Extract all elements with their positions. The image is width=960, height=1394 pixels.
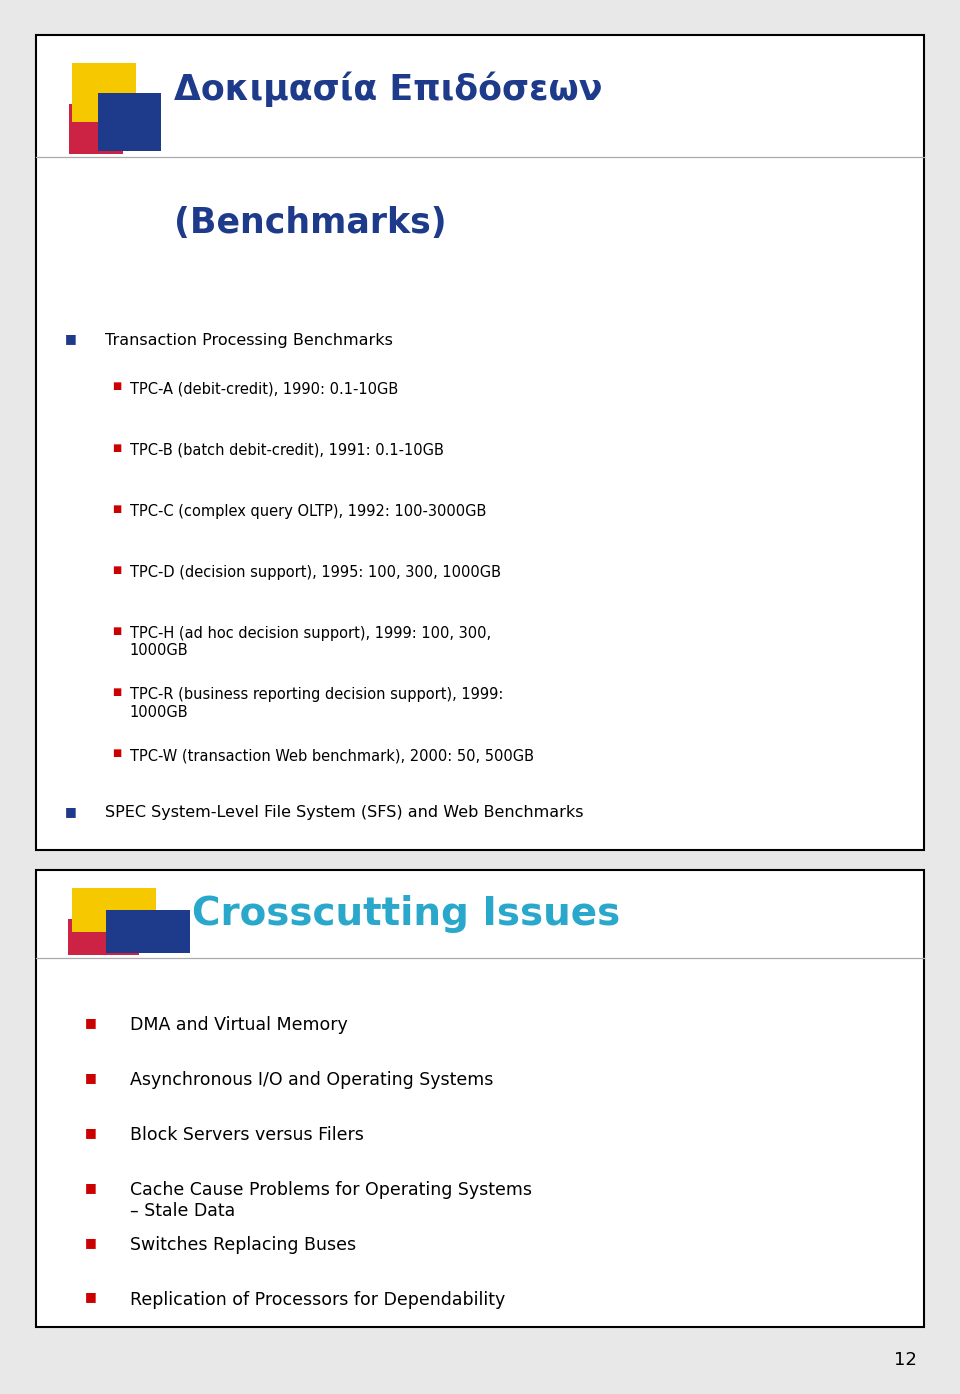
Text: SPEC System-Level File System (SFS) and Web Benchmarks: SPEC System-Level File System (SFS) and … xyxy=(105,806,584,821)
Text: ■: ■ xyxy=(85,1126,97,1139)
Text: Asynchronous I/O and Operating Systems: Asynchronous I/O and Operating Systems xyxy=(130,1071,493,1089)
Bar xyxy=(98,93,161,152)
Text: 12: 12 xyxy=(894,1351,917,1369)
Text: Replication of Processors for Dependability: Replication of Processors for Dependabil… xyxy=(130,1291,505,1309)
Text: ■: ■ xyxy=(85,1235,97,1249)
Bar xyxy=(68,919,139,955)
Text: Cache Cause Problems for Operating Systems
– Stale Data: Cache Cause Problems for Operating Syste… xyxy=(130,1181,532,1220)
Text: TPC-A (debit-credit), 1990: 0.1-10GB: TPC-A (debit-credit), 1990: 0.1-10GB xyxy=(130,382,397,396)
Text: ■: ■ xyxy=(112,565,121,574)
Text: Transaction Processing Benchmarks: Transaction Processing Benchmarks xyxy=(105,333,393,347)
Text: ■: ■ xyxy=(112,443,121,453)
Text: (Benchmarks): (Benchmarks) xyxy=(174,206,446,240)
Text: Δοκιμασία Επιδόσεων: Δοκιμασία Επιδόσεων xyxy=(174,71,603,107)
Text: TPC-C (complex query OLTP), 1992: 100-3000GB: TPC-C (complex query OLTP), 1992: 100-30… xyxy=(130,503,486,519)
Text: ■: ■ xyxy=(85,1291,97,1303)
Text: Block Servers versus Filers: Block Servers versus Filers xyxy=(130,1126,364,1144)
Text: TPC-R (business reporting decision support), 1999:
1000GB: TPC-R (business reporting decision suppo… xyxy=(130,687,503,719)
Text: ■: ■ xyxy=(85,1071,97,1085)
Bar xyxy=(106,910,190,953)
Text: TPC-B (batch debit-credit), 1991: 0.1-10GB: TPC-B (batch debit-credit), 1991: 0.1-10… xyxy=(130,443,444,457)
Text: ■: ■ xyxy=(85,1016,97,1029)
Text: DMA and Virtual Memory: DMA and Virtual Memory xyxy=(130,1016,348,1034)
Text: ■: ■ xyxy=(65,333,77,346)
Text: ■: ■ xyxy=(65,806,77,818)
Text: ■: ■ xyxy=(112,626,121,636)
Text: ■: ■ xyxy=(112,749,121,758)
Bar xyxy=(72,63,135,123)
Bar xyxy=(72,888,156,931)
Text: ■: ■ xyxy=(112,503,121,514)
Text: ■: ■ xyxy=(112,382,121,392)
Text: TPC-W (transaction Web benchmark), 2000: 50, 500GB: TPC-W (transaction Web benchmark), 2000:… xyxy=(130,749,534,764)
Text: ■: ■ xyxy=(85,1181,97,1193)
Bar xyxy=(69,105,123,155)
Text: TPC-H (ad hoc decision support), 1999: 100, 300,
1000GB: TPC-H (ad hoc decision support), 1999: 1… xyxy=(130,626,491,658)
Text: TPC-D (decision support), 1995: 100, 300, 1000GB: TPC-D (decision support), 1995: 100, 300… xyxy=(130,565,500,580)
Text: Switches Replacing Buses: Switches Replacing Buses xyxy=(130,1235,356,1253)
Text: ■: ■ xyxy=(112,687,121,697)
Text: Crosscutting Issues: Crosscutting Issues xyxy=(192,895,620,933)
